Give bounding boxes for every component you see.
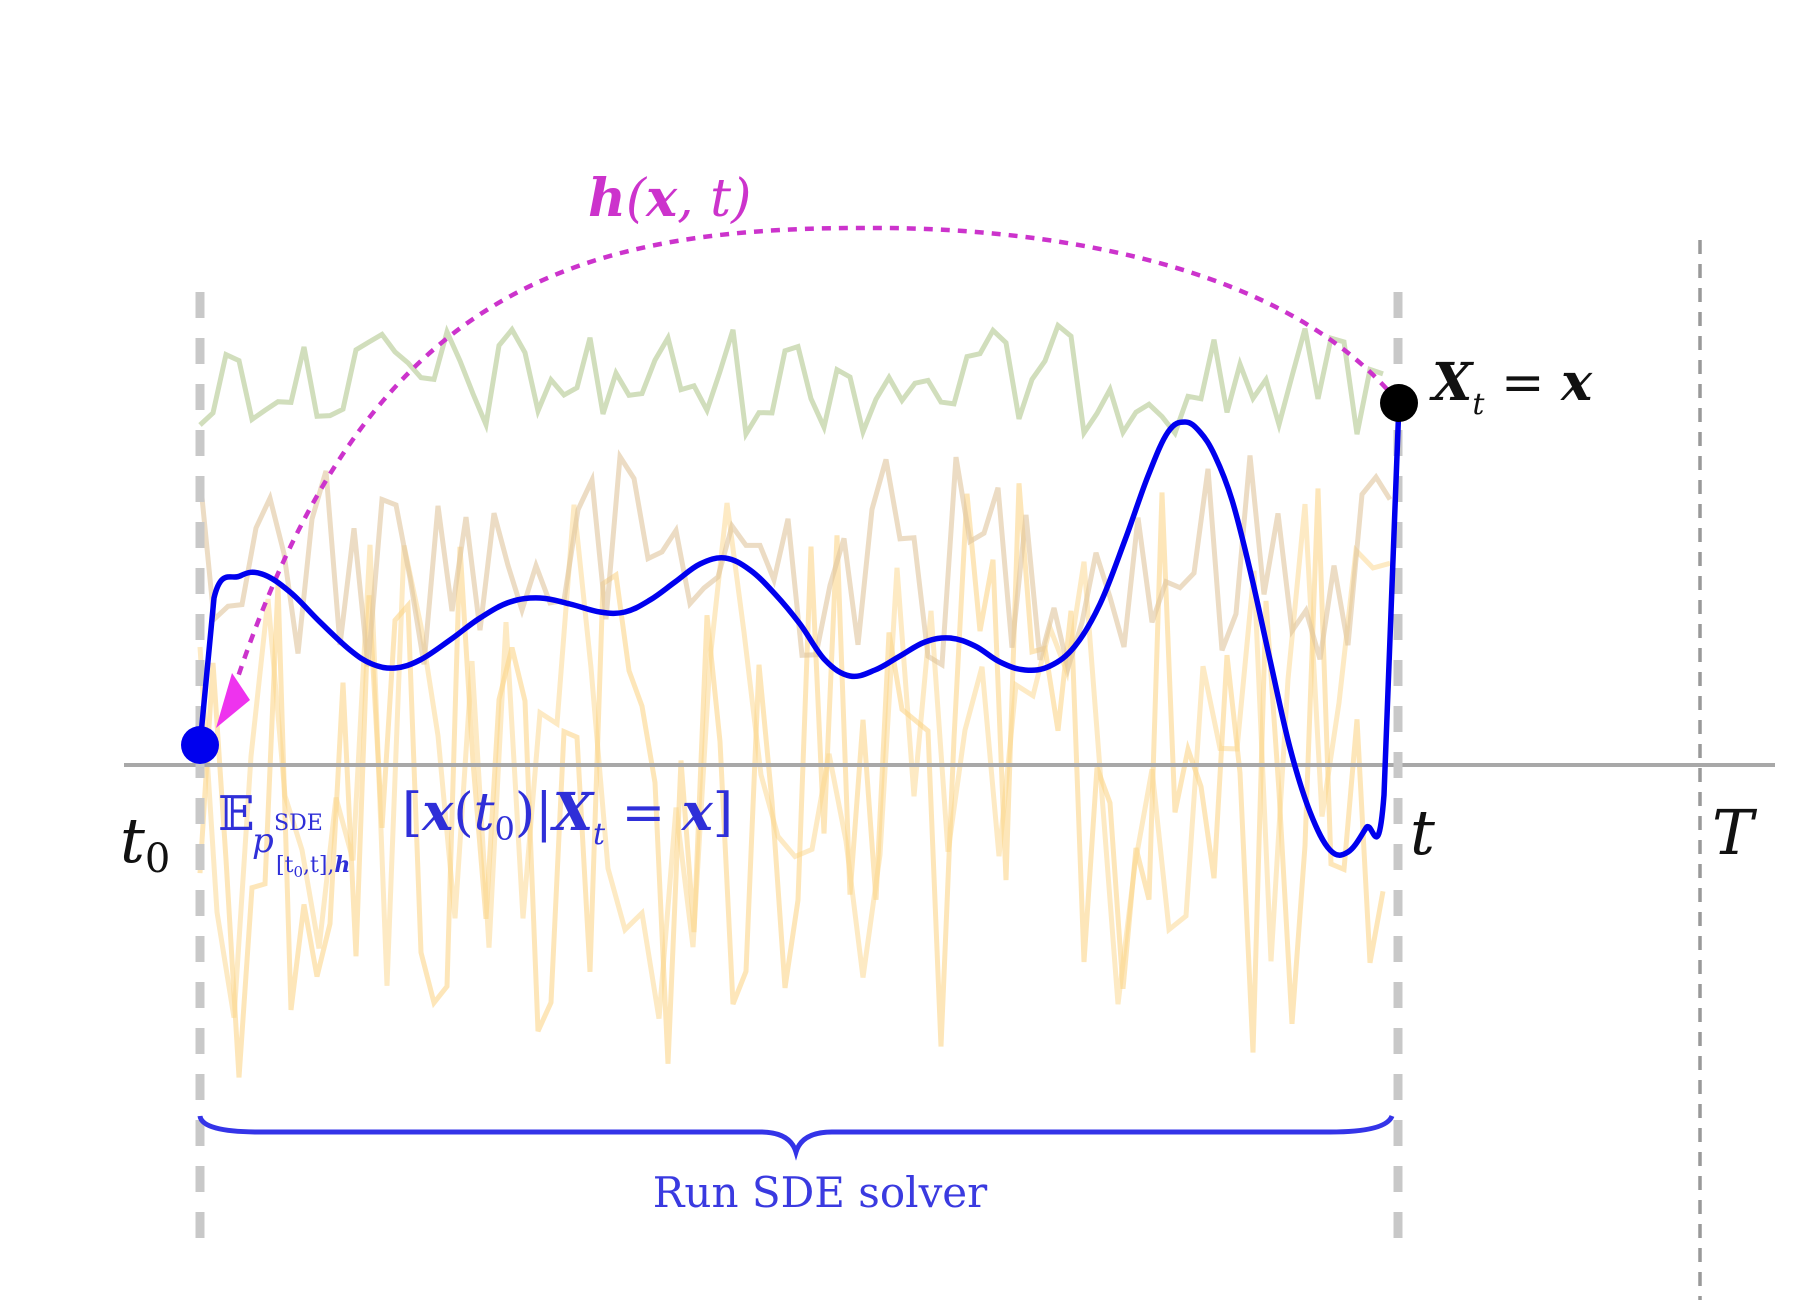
green-sample-path	[198, 321, 1384, 442]
brace-caption: Run SDE solver	[653, 1168, 988, 1217]
yellow-sample-path-a	[197, 483, 1386, 1078]
main-sde-path	[197, 400, 1402, 858]
t0-label: t0	[120, 804, 170, 882]
svg-text:𝔼: 𝔼	[218, 786, 255, 842]
yellow-sample-path-b	[197, 502, 1391, 1019]
h-function-arc	[229, 225, 1400, 696]
svg-text:SDE: SDE	[274, 811, 323, 836]
svg-text:[t0,t],h: [t0,t],h	[276, 852, 350, 881]
end-point-icon	[1380, 384, 1418, 422]
brown-sample-path	[197, 449, 1393, 678]
solver-brace	[197, 1114, 1395, 1161]
h-function-label: h(x, t)	[588, 168, 751, 229]
h-arrow-head-icon	[216, 673, 250, 728]
t-label: t	[1410, 796, 1435, 869]
svg-text:[x(t0)|Xt = x]: [x(t0)|Xt = x]	[402, 782, 733, 852]
endpoint-label: Xt = x	[1429, 352, 1593, 422]
svg-text:p: p	[252, 821, 274, 861]
T-label: T	[1712, 796, 1758, 869]
background-sample-paths	[197, 321, 1393, 1078]
start-point-icon	[181, 726, 219, 764]
expectation-label: 𝔼 p SDE [t0,t],h [x(t0)|Xt = x]	[218, 782, 733, 881]
